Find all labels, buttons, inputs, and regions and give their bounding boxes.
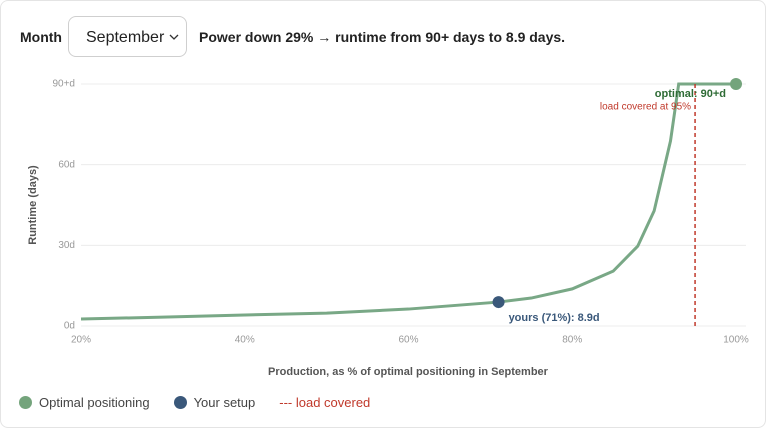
marker bbox=[492, 296, 505, 309]
y-tick-label: 90+d bbox=[52, 79, 75, 90]
legend-item: Optimal positioning bbox=[19, 395, 150, 410]
y-tick-label: 60d bbox=[58, 159, 75, 170]
y-tick-label: 30d bbox=[58, 240, 75, 251]
legend-item: Your setup bbox=[173, 395, 256, 410]
marker-label: optimal: 90+d bbox=[655, 88, 726, 100]
legend-label: --- load covered bbox=[279, 395, 371, 410]
legend-swatch bbox=[173, 396, 187, 409]
x-tick-label: 80% bbox=[562, 335, 582, 346]
marker bbox=[730, 78, 742, 90]
x-tick-label: 100% bbox=[723, 335, 749, 346]
y-tick-label: 0d bbox=[64, 321, 75, 332]
marker-label: yours (71%): 8.9d bbox=[509, 312, 600, 324]
runtime-line bbox=[80, 82, 736, 321]
chevron[interactable] bbox=[168, 32, 180, 42]
legend-swatch bbox=[19, 396, 32, 409]
x-tick-label: 40% bbox=[235, 335, 255, 346]
select-value[interactable]: September bbox=[86, 29, 165, 46]
month-label: Month bbox=[20, 29, 62, 45]
legend: Optimal positioning Your setup --- load co… bbox=[19, 395, 394, 410]
legend-item: --- load covered bbox=[279, 395, 370, 410]
x-tick-label: 60% bbox=[398, 335, 418, 346]
legend-label: Your setup bbox=[193, 395, 256, 410]
y-axis-title: Runtime (days) bbox=[27, 165, 39, 245]
x-axis-title: Production, as % of optimal positioning … bbox=[268, 366, 549, 378]
load-covered-label: load covered at 95% bbox=[600, 102, 691, 113]
legend-label: Optimal positioning bbox=[39, 395, 150, 410]
chart: Production, as % of optimal positioning … bbox=[27, 78, 749, 378]
x-tick-label: 20% bbox=[71, 335, 91, 346]
message: Power down 29% → runtime from 90+ days t… bbox=[199, 29, 566, 45]
month-select[interactable]: September bbox=[68, 16, 187, 57]
